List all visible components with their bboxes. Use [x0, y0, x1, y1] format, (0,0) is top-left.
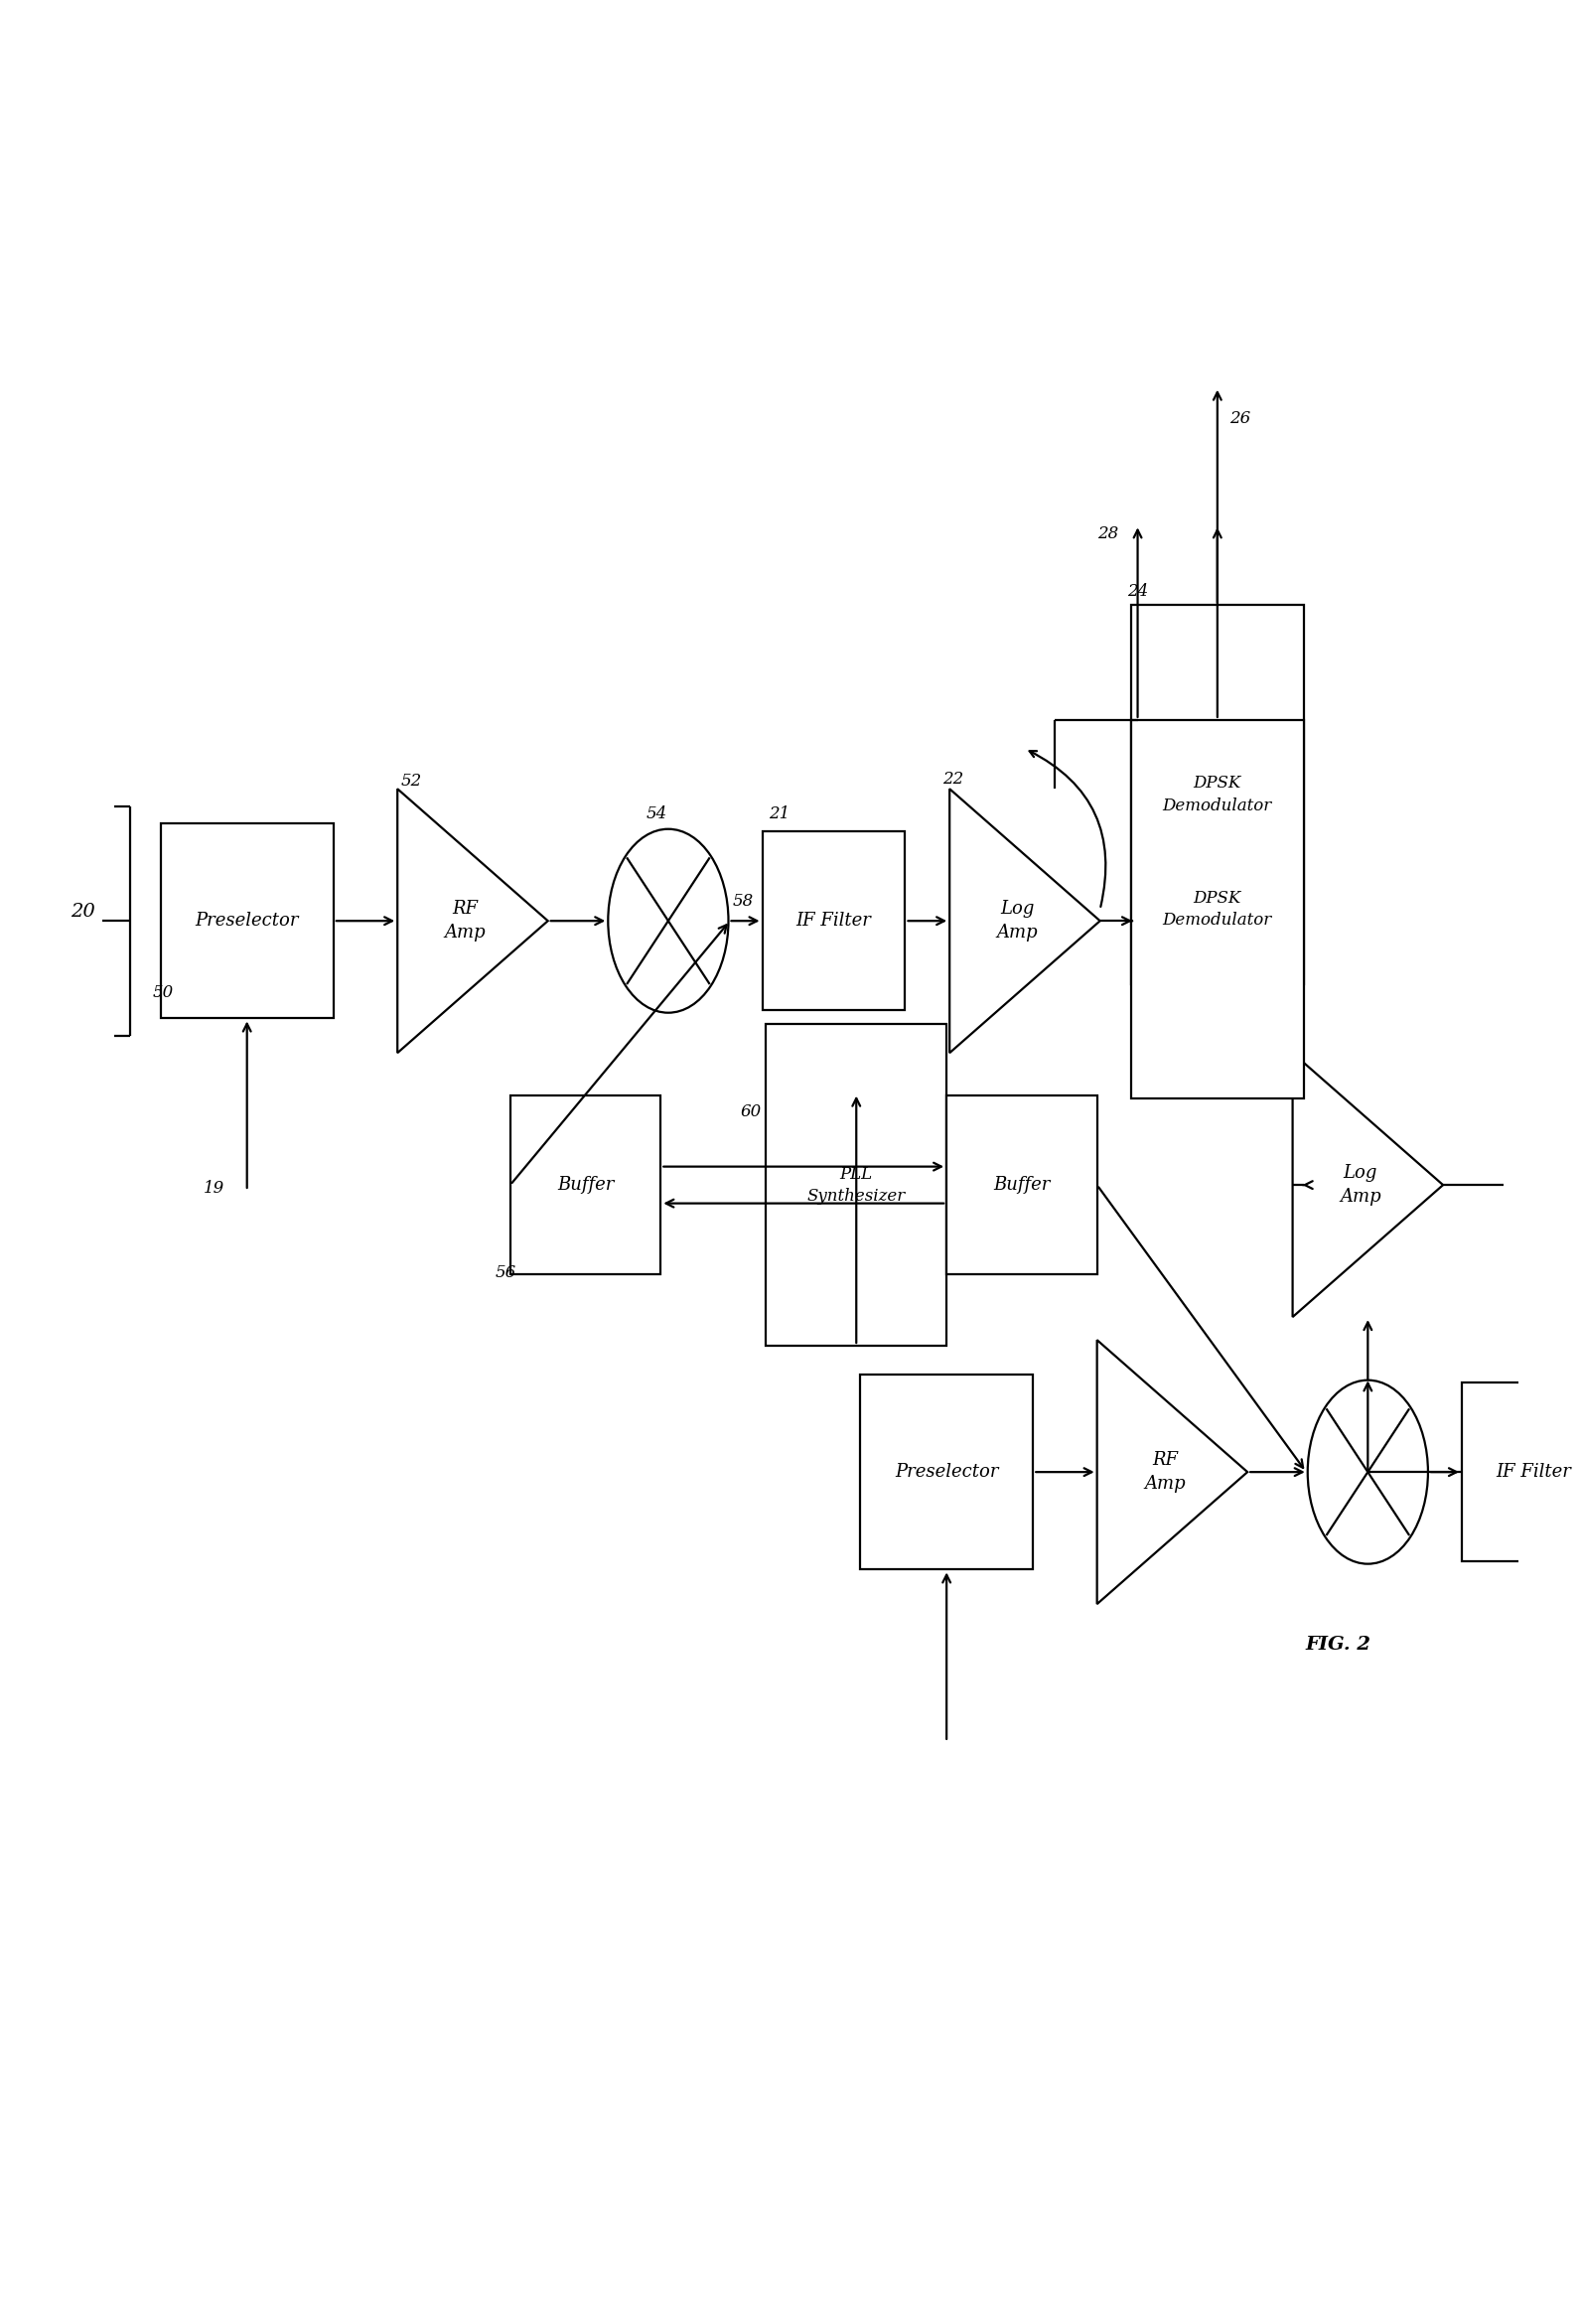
- FancyBboxPatch shape: [511, 1095, 661, 1274]
- Text: 20: 20: [71, 904, 95, 920]
- Text: 58: 58: [732, 892, 755, 909]
- Polygon shape: [397, 788, 547, 1053]
- Text: RF
Amp: RF Amp: [1144, 1452, 1185, 1492]
- Text: 28: 28: [1096, 525, 1118, 541]
- Text: PLL
Synthesizer: PLL Synthesizer: [807, 1167, 905, 1204]
- Text: Preselector: Preselector: [195, 911, 299, 930]
- Text: 21: 21: [769, 804, 789, 823]
- Text: DPSK
Demodulator: DPSK Demodulator: [1163, 890, 1272, 930]
- Text: Buffer: Buffer: [557, 1176, 614, 1195]
- Text: RF
Amp: RF Amp: [445, 899, 486, 941]
- Polygon shape: [1096, 1341, 1248, 1604]
- FancyBboxPatch shape: [946, 1095, 1096, 1274]
- Circle shape: [1308, 1380, 1429, 1564]
- Text: 22: 22: [941, 772, 963, 788]
- FancyBboxPatch shape: [861, 1373, 1033, 1569]
- Text: DPSK
Demodulator: DPSK Demodulator: [1163, 776, 1272, 813]
- Text: 52: 52: [400, 774, 421, 790]
- Text: FIG. 2: FIG. 2: [1305, 1636, 1370, 1652]
- FancyBboxPatch shape: [1131, 604, 1304, 983]
- Text: 50: 50: [152, 985, 174, 1002]
- Circle shape: [607, 830, 728, 1013]
- Text: 60: 60: [740, 1104, 761, 1120]
- FancyBboxPatch shape: [1462, 1383, 1582, 1562]
- Text: 19: 19: [204, 1181, 225, 1197]
- Text: 26: 26: [1229, 411, 1250, 428]
- FancyBboxPatch shape: [763, 832, 905, 1011]
- Text: 56: 56: [495, 1264, 516, 1281]
- Text: Buffer: Buffer: [993, 1176, 1050, 1195]
- Text: Log
Amp: Log Amp: [1340, 1164, 1381, 1206]
- Polygon shape: [1292, 1053, 1443, 1318]
- FancyBboxPatch shape: [766, 1025, 946, 1346]
- FancyBboxPatch shape: [1131, 720, 1304, 1099]
- Polygon shape: [949, 788, 1099, 1053]
- FancyBboxPatch shape: [160, 823, 334, 1018]
- Text: IF Filter: IF Filter: [796, 911, 872, 930]
- Text: 54: 54: [645, 804, 666, 823]
- Text: Log
Amp: Log Amp: [997, 899, 1038, 941]
- Text: 24: 24: [1126, 583, 1149, 600]
- Text: Preselector: Preselector: [895, 1464, 998, 1480]
- Text: IF Filter: IF Filter: [1495, 1464, 1571, 1480]
